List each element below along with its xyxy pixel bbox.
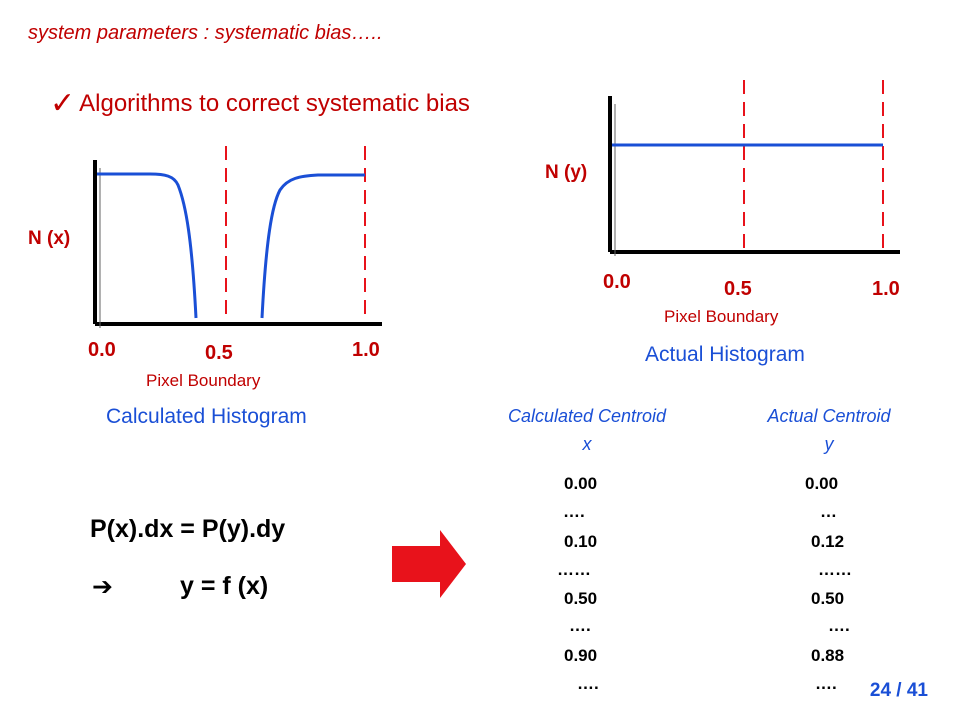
checkmark-icon: ✓ [50, 87, 76, 120]
actual-centroid-var: y [824, 434, 834, 454]
left-chart-xlabel: Pixel Boundary [146, 371, 261, 390]
calc-value: …. [569, 616, 591, 635]
actual-value: … [820, 502, 837, 521]
left-histogram-curve-left [97, 172, 198, 319]
actual-value: …. [828, 616, 850, 635]
calc-value: …. [563, 502, 585, 521]
left-chart-ylabel: N (x) [28, 228, 71, 249]
actual-value: 0.12 [811, 532, 845, 551]
right-chart-caption: Actual Histogram [645, 343, 805, 366]
calc-value: 0.50 [564, 589, 598, 608]
actual-value: …. [815, 674, 837, 693]
right-arrow-icon [392, 530, 466, 598]
calc-value: …. [577, 674, 599, 693]
left-histogram-curve-right [260, 173, 365, 319]
actual-value: …… [818, 560, 852, 579]
actual-value: 0.00 [805, 474, 839, 493]
right-chart-xlabel: Pixel Boundary [664, 307, 779, 326]
right-tick-05: 0.5 [724, 278, 752, 300]
bullet-point: ✓ Algorithms to correct systematic bias [50, 86, 470, 121]
equation-probability: P(x).dx = P(y).dy [90, 515, 286, 543]
calc-centroid-header: Calculated Centroid [507, 406, 667, 426]
implies-arrow-icon: ➔ [92, 573, 113, 601]
right-chart-axes [608, 96, 900, 256]
calc-value: 0.00 [564, 474, 598, 493]
right-chart-ylabel: N (y) [545, 162, 588, 183]
actual-value: 0.50 [811, 589, 845, 608]
calc-centroid-var: x [582, 434, 592, 454]
left-chart-caption: Calculated Histogram [106, 405, 307, 428]
left-tick-05: 0.5 [205, 342, 233, 364]
right-tick-1: 1.0 [872, 278, 900, 300]
actual-value: 0.88 [811, 646, 845, 665]
actual-centroid-header: Actual Centroid [767, 406, 891, 426]
left-chart-axes [93, 160, 382, 328]
left-tick-0: 0.0 [88, 339, 116, 361]
left-tick-1: 1.0 [352, 339, 380, 361]
calc-value: 0.10 [564, 532, 598, 551]
bullet-text: Algorithms to correct systematic bias [79, 89, 470, 117]
page-number: 24 / 41 [869, 680, 928, 701]
calc-value: 0.90 [564, 646, 598, 665]
calc-value: …… [557, 560, 591, 579]
right-tick-0: 0.0 [603, 271, 631, 293]
slide-subtitle: system parameters : systematic bias….. [28, 22, 383, 44]
equation-mapping: y = f (x) [180, 572, 269, 600]
